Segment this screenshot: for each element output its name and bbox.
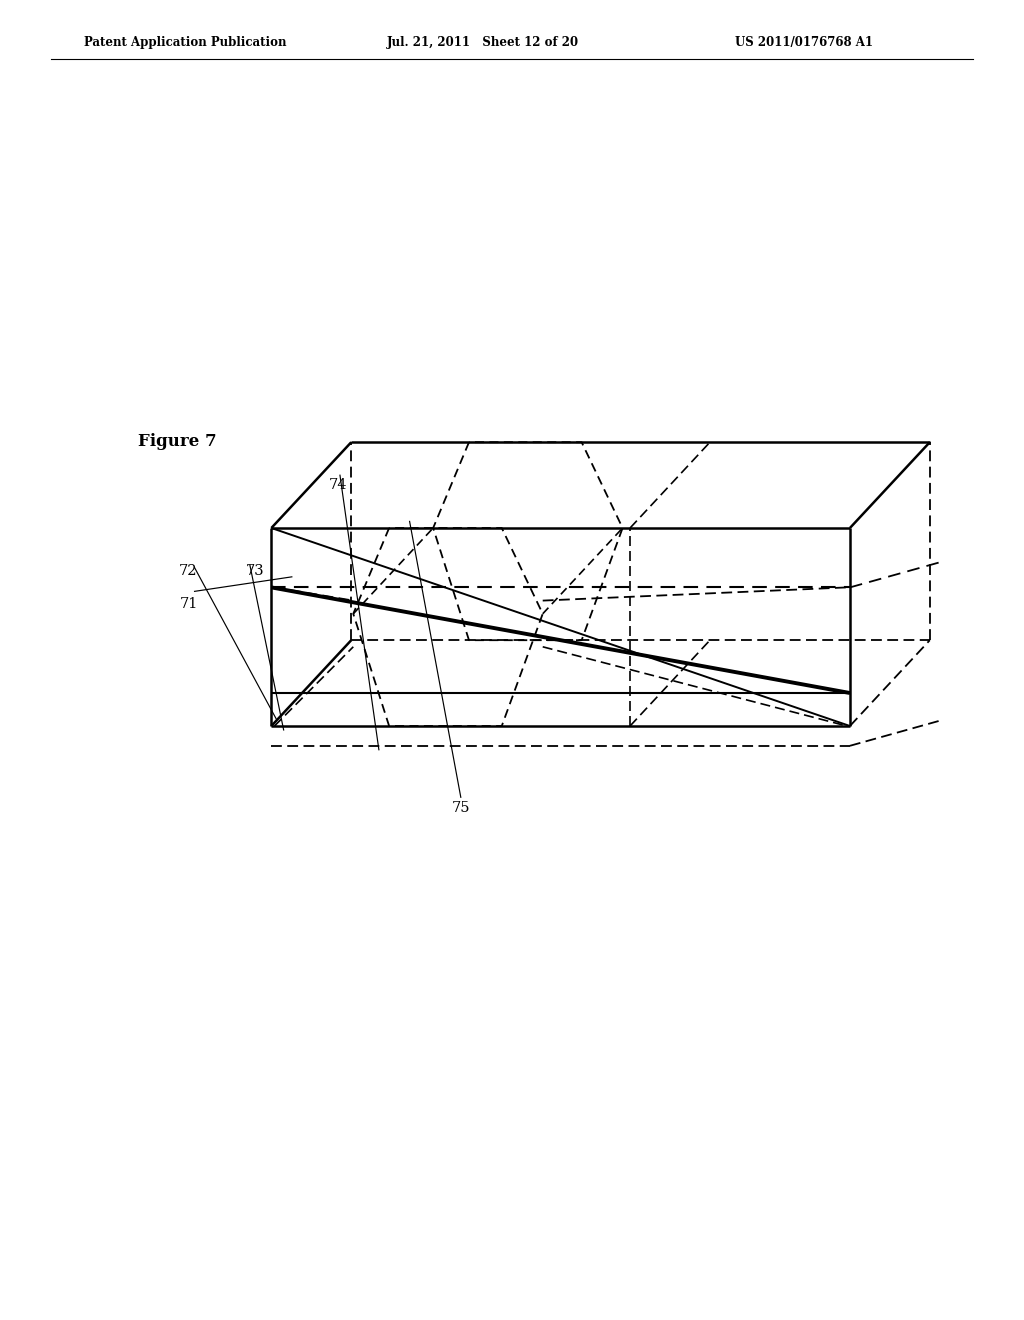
Text: 73: 73 [246, 564, 264, 578]
Text: Figure 7: Figure 7 [138, 433, 217, 450]
Text: 72: 72 [179, 564, 198, 578]
Text: US 2011/0176768 A1: US 2011/0176768 A1 [735, 36, 873, 49]
Text: 75: 75 [452, 801, 470, 816]
Text: Patent Application Publication: Patent Application Publication [84, 36, 287, 49]
Text: 71: 71 [179, 597, 198, 611]
Text: 74: 74 [329, 478, 347, 492]
Text: Jul. 21, 2011   Sheet 12 of 20: Jul. 21, 2011 Sheet 12 of 20 [387, 36, 580, 49]
